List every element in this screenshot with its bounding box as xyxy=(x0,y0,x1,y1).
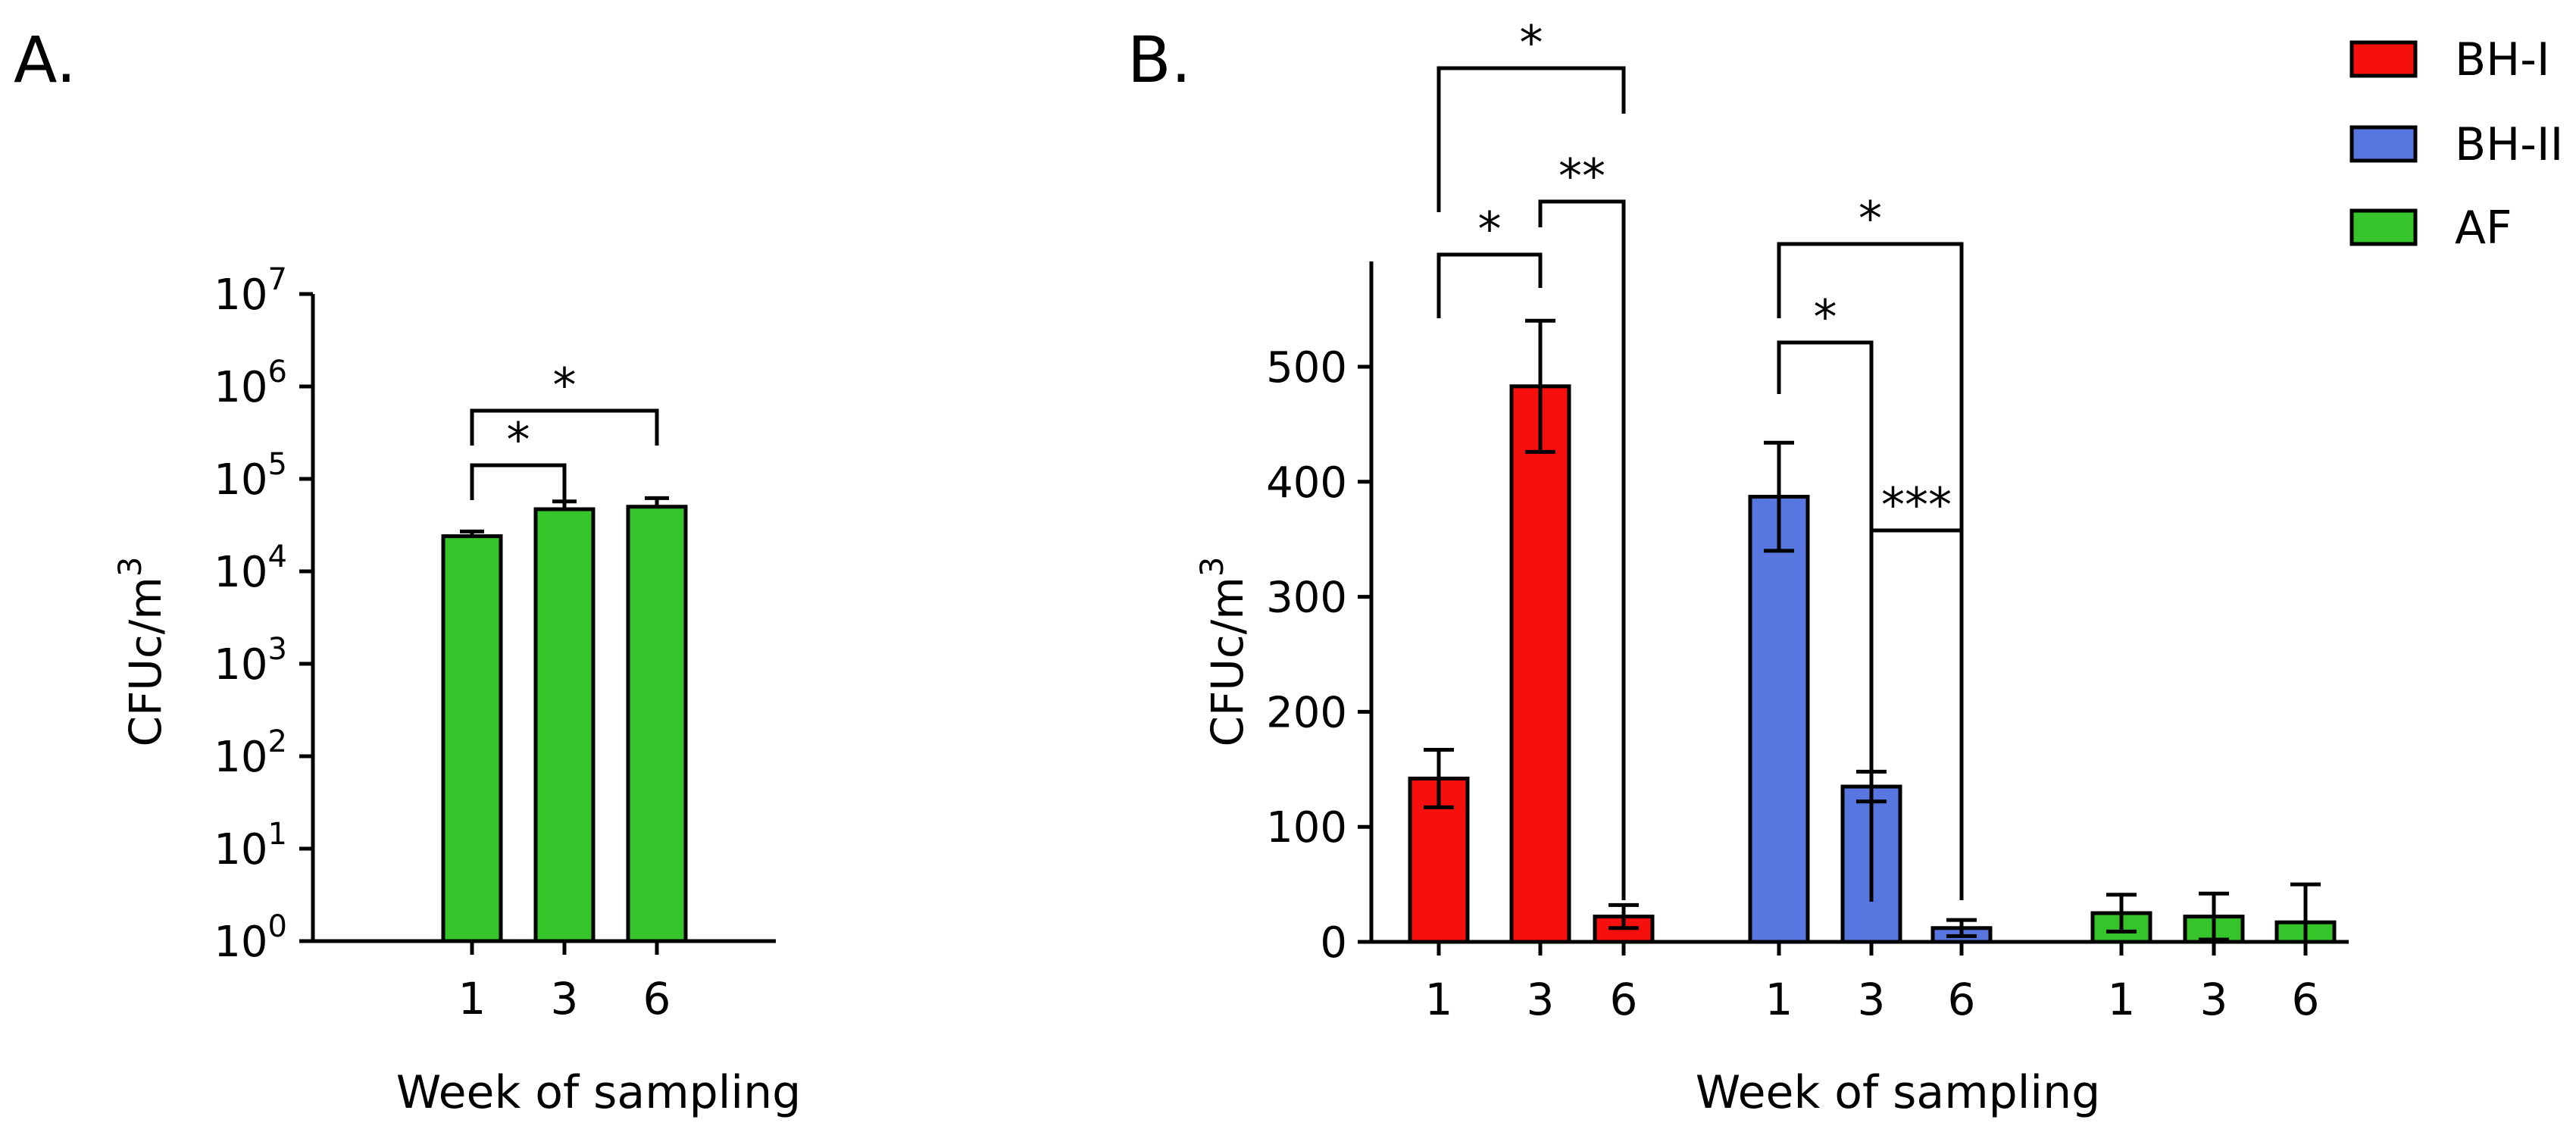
panel-a-ytick-label-5: 105 xyxy=(214,447,287,505)
panel-a-errorbar-week-1 xyxy=(460,529,484,536)
panel-a-bar-week-1 xyxy=(441,534,503,943)
panel-a-ytick-exp: 7 xyxy=(268,262,287,297)
panel-b-bar-bh-i-week-3 xyxy=(1509,384,1571,944)
legend: BH-I BH-II AF xyxy=(2349,33,2563,255)
panel-b-xtick-label-1-0: 1 xyxy=(1765,974,1793,1025)
panel-b-sig-1-label: * xyxy=(1478,202,1502,257)
panel-b-xlabel: Week of sampling xyxy=(1696,1066,2100,1119)
panel-b-sig-3-label: * xyxy=(1859,191,1882,246)
panel-b-errorbar-bh-i-week-1 xyxy=(1424,747,1454,809)
legend-label-bh-i: BH-I xyxy=(2455,33,2550,86)
panel-a-ytick-label-4: 104 xyxy=(214,540,287,597)
panel-b-bar-bh-ii-week-1 xyxy=(1748,495,1810,944)
panel-b-sig-1-bracket xyxy=(1436,252,1543,318)
panel-b-ytick-label-5: 500 xyxy=(1266,343,1347,393)
panel-b-sig-2-label: ** xyxy=(1558,149,1605,204)
panel-b-ytick-label-2: 200 xyxy=(1266,688,1347,737)
panel-b-xtick-label-0-0: 1 xyxy=(1425,974,1453,1025)
panel-b-errorbar-bh-i-week-3 xyxy=(1525,318,1555,454)
panel-b-sig-0-bracket xyxy=(1436,66,1626,212)
panel-b-errorbar-af-week-3 xyxy=(2199,891,2229,942)
panel-a-ytick-label-2: 102 xyxy=(214,724,287,782)
svg-text:CFUc/m3: CFUc/m3 xyxy=(111,557,171,747)
panel-a-label: A. xyxy=(14,23,77,97)
panel-b-sig-4-label: * xyxy=(1814,289,1837,345)
panel-a-xlabel: Week of sampling xyxy=(396,1066,801,1119)
panel-b-sig-2-bracket xyxy=(1538,199,1626,900)
panel-a-ytick-exp: 3 xyxy=(268,632,287,667)
panel-a-ytick-label-7: 107 xyxy=(214,262,287,320)
legend-swatch-bh-i xyxy=(2349,40,2418,78)
panel-b-xtick-label-2-0: 1 xyxy=(2108,974,2136,1025)
panel-b-sig-5-bracket xyxy=(1869,528,1964,902)
panel-b-xtick-label-1-2: 6 xyxy=(1948,974,1976,1025)
panel-a-sig-1-bracket xyxy=(470,408,659,446)
legend-label-af: AF xyxy=(2455,202,2512,255)
panel-a-ylabel: CFUc/m3 xyxy=(111,557,171,747)
panel-a-bar-week-3 xyxy=(533,507,596,943)
panel-a-ytick-label-1: 101 xyxy=(214,817,287,874)
panel-b-xtick-label-0-2: 6 xyxy=(1610,974,1638,1025)
panel-b-xtick-label-2-1: 3 xyxy=(2200,974,2228,1025)
panel-b-ytick-label-0: 0 xyxy=(1320,918,1347,968)
legend-swatch-af xyxy=(2349,208,2418,246)
panel-b-errorbar-af-week-1 xyxy=(2106,893,2137,934)
panel-a-ytick-exp: 1 xyxy=(268,817,287,852)
panel-b-xtick-label-1-1: 3 xyxy=(1858,974,1886,1025)
panel-b-ylabel-sup: 3 xyxy=(1193,557,1230,577)
panel-a-xtick-label-1: 1 xyxy=(458,973,486,1024)
legend-swatch-bh-ii xyxy=(2349,125,2418,163)
panel-a-errorbar-week-6 xyxy=(645,496,669,507)
panel-a-ytick-exp: 5 xyxy=(268,447,287,482)
panel-a-ytick-base: 10 xyxy=(214,918,267,967)
panel-b-bars xyxy=(1408,318,2337,944)
panel-a-ytick-exp: 0 xyxy=(268,909,287,944)
panel-a-ylabel-sup: 3 xyxy=(111,557,148,577)
panel-b-ytick-label-1: 100 xyxy=(1266,803,1347,852)
panel-b-sig-0-label: * xyxy=(1520,15,1543,70)
panel-a-ytick-base: 10 xyxy=(214,271,267,320)
svg-text:CFUc/m3: CFUc/m3 xyxy=(1193,557,1253,747)
panel-a-errorbar-week-3 xyxy=(552,499,577,510)
panel-b-errorbar-bh-i-week-6 xyxy=(1608,902,1639,931)
panel-a-sig-0-label: * xyxy=(507,412,530,468)
panel-a-sig-1-label: * xyxy=(553,358,577,413)
legend-label-bh-ii: BH-II xyxy=(2455,118,2563,171)
panel-b-sig-5-label: *** xyxy=(1881,477,1952,533)
panel-a-ytick-exp: 2 xyxy=(268,724,287,759)
panel-b-ytick-label-3: 300 xyxy=(1266,574,1347,623)
panel-a-ytick-label-0: 100 xyxy=(214,909,287,967)
panel-a-ylabel-text: CFUc/m xyxy=(120,577,171,746)
panel-a-ytick-label-6: 106 xyxy=(214,355,287,412)
panel-a-ytick-exp: 4 xyxy=(268,540,287,574)
panel-a-ytick-exp: 6 xyxy=(268,355,287,389)
panel-a-ytick-base: 10 xyxy=(214,548,267,597)
panel-b-xtick-label-2-2: 6 xyxy=(2292,974,2320,1025)
panel-b-ylabel-text: CFUc/m xyxy=(1202,577,1253,746)
panel-a-ytick-base: 10 xyxy=(214,640,267,690)
panel-b-errorbar-bh-ii-week-6 xyxy=(1946,918,1977,938)
panel-b-label: B. xyxy=(1127,23,1191,97)
panel-a-ytick-base: 10 xyxy=(214,733,267,782)
panel-a-xtick-label-6: 6 xyxy=(643,973,671,1024)
panel-b-errorbar-bh-ii-week-1 xyxy=(1764,440,1794,553)
panel-a-bar-week-6 xyxy=(626,505,688,943)
panel-a-xtick-label-3: 3 xyxy=(551,973,579,1024)
panel-a-sig-0-bracket xyxy=(470,463,567,500)
panel-a-ytick-label-3: 103 xyxy=(214,632,287,690)
panel-b-ytick-label-4: 400 xyxy=(1266,458,1347,508)
panel-a-ytick-base: 10 xyxy=(214,825,267,874)
panel-a-ytick-base: 10 xyxy=(214,363,267,412)
panel-b-xtick-label-0-1: 3 xyxy=(1527,974,1555,1025)
panel-a-ytick-base: 10 xyxy=(214,455,267,505)
panel-a-bars xyxy=(441,496,688,943)
panel-b-ylabel: CFUc/m3 xyxy=(1193,557,1253,747)
